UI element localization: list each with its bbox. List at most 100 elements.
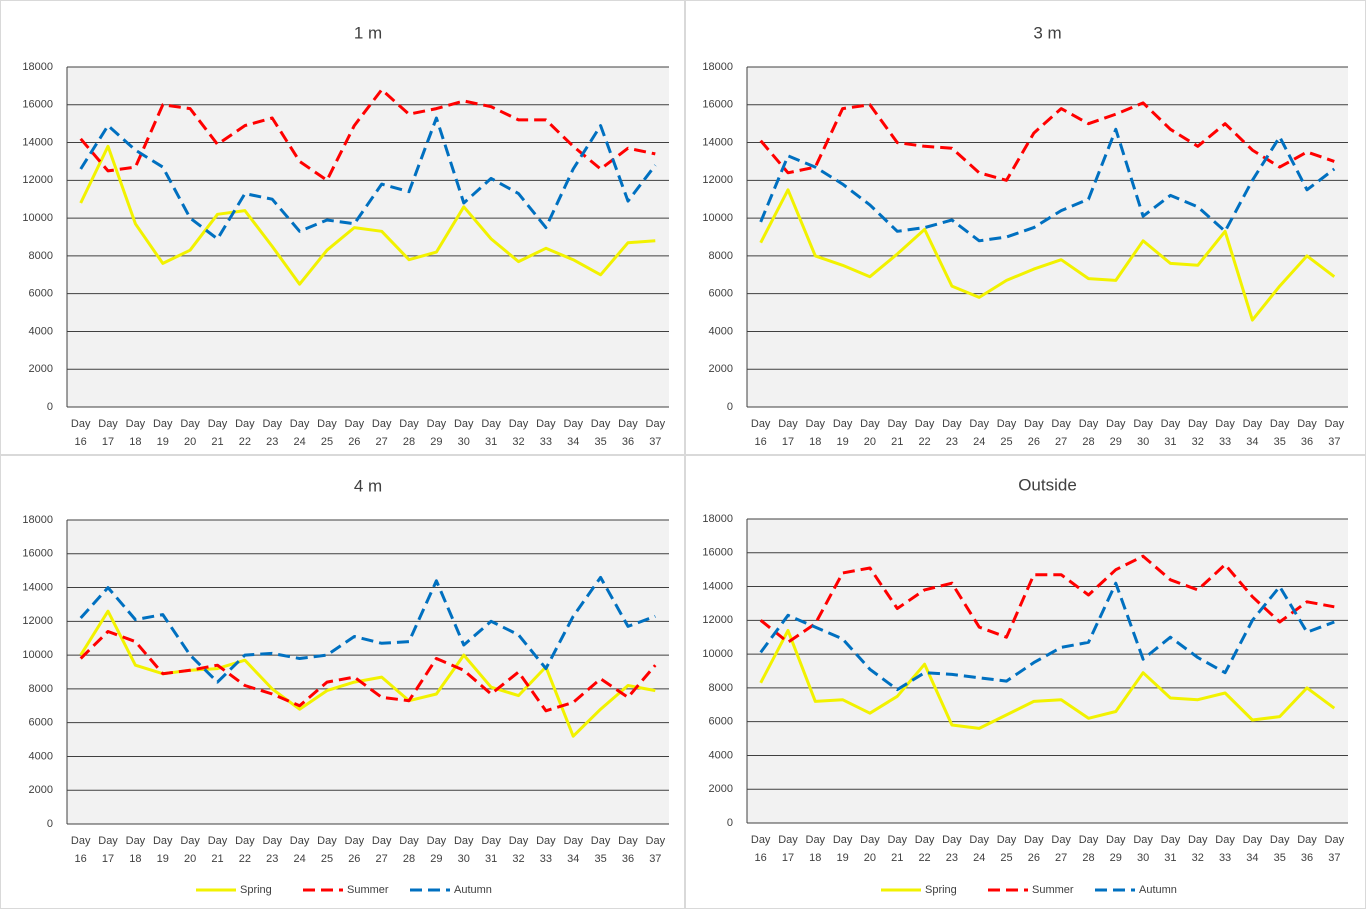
y-tick-label: 12000 [22,615,53,627]
x-tick-label: Day 36 [1297,418,1317,448]
series-line [759,127,1336,243]
x-tick-label: Day 34 [563,418,583,448]
x-tick-label: Day 24 [969,418,989,448]
x-tick-label: Day 29 [426,835,447,865]
legend-label: Summer [347,884,389,896]
x-tick-label: Day 34 [563,835,583,865]
x-tick-label: Day 32 [508,835,529,865]
x-tick-label: Day 17 [98,418,118,448]
x-tick-label: Day 34 [1242,834,1263,864]
series-line [79,116,657,241]
legend-label: Autumn [1139,884,1177,896]
x-tick-label: Day 27 [1051,834,1071,864]
x-tick-label: Day 28 [1078,418,1099,448]
x-tick-label: Day 20 [860,418,880,448]
y-tick-label: 2000 [29,363,53,375]
series-line [759,629,1336,730]
y-tick-label: 8000 [29,683,53,695]
x-tick-label: Day 26 [344,835,365,865]
y-tick-label: 6000 [709,288,733,300]
y-tick-label: 4000 [29,325,53,337]
x-tick-label: Day 28 [399,835,419,865]
series-line [759,188,1336,322]
x-tick-label: Day 18 [805,834,826,864]
plot-area [747,519,1348,823]
x-tick-label: Day 30 [1133,834,1153,864]
series-line [79,609,656,738]
x-tick-label: Day 22 [914,834,935,864]
series-line [79,575,656,684]
series-line [759,101,1335,182]
x-tick-label: Day 30 [453,835,474,865]
x-tick-label: Day 33 [536,418,556,448]
legend-label: Spring [240,884,272,896]
x-tick-label: Day 23 [262,418,282,448]
y-tick-label: 0 [47,818,53,830]
y-tick-label: 14000 [22,136,53,148]
y-tick-label: 16000 [702,547,733,559]
y-tick-label: 18000 [702,513,733,525]
x-tick-label: Day 26 [344,418,365,448]
x-tick-label: Day 32 [1187,834,1208,864]
x-tick-label: Day 17 [98,835,118,865]
y-tick-label: 18000 [702,61,733,73]
x-tick-label: Day 28 [1078,834,1099,864]
x-tick-label: Day 29 [426,418,447,448]
x-tick-label: Day 37 [1324,834,1345,864]
x-tick-label: Day 16 [70,418,91,448]
series-line [759,581,1335,692]
chart-title: 1 m [354,23,382,42]
plot-area [67,67,669,407]
chart-panel: 4 m 0 2000 4000 6000 8000 10000 12000 14000 16000… [0,455,685,909]
y-tick-label: 18000 [22,61,53,73]
x-tick-label: Day 18 [125,418,146,448]
x-tick-label: Day 31 [481,418,501,448]
x-tick-label: Day 25 [317,418,337,448]
chart-title: 4 m [354,476,382,495]
x-tick-label: Day 29 [1106,418,1126,448]
x-tick-label: Day 34 [1242,418,1263,448]
x-tick-label: Day 30 [453,418,474,448]
y-tick-label: 0 [727,401,733,413]
x-tick-label: Day 36 [618,835,638,865]
x-tick-label: Day 17 [778,834,798,864]
x-tick-label: Day 19 [832,418,853,448]
x-tick-label: Day 28 [399,418,419,448]
x-tick-label: Day 25 [996,418,1017,448]
chart: 4 m 0 2000 4000 6000 8000 10000 12000 14000 16000… [22,476,669,896]
x-tick-label: Day 26 [1024,834,1044,864]
x-tick-label: Day 27 [371,418,392,448]
chart: 3 m 0 2000 4000 6000 8000 10000 12000 14000 16000… [702,23,1348,413]
x-tick-label: Day 20 [180,835,200,865]
y-tick-label: 12000 [702,614,733,626]
y-tick-label: 10000 [702,648,733,660]
x-tick-label: Day 33 [1215,418,1235,448]
y-tick-label: 14000 [22,581,53,593]
x-tick-label: Day 27 [371,835,392,865]
x-tick-label: Day 21 [207,835,228,865]
y-tick-label: 2000 [709,363,733,375]
y-tick-label: 8000 [709,250,733,262]
y-tick-label: 16000 [702,99,733,111]
x-tick-label: Day 32 [1187,418,1208,448]
y-tick-label: 10000 [22,212,53,224]
y-tick-label: 0 [727,817,733,829]
x-tick-label: Day 18 [805,418,826,448]
x-tick-label: Day 22 [235,835,255,865]
x-tick-label: Day 35 [1269,834,1290,864]
y-tick-label: 12000 [702,174,733,186]
x-tick-label: Day 25 [996,834,1017,864]
x-tick-label: Day 31 [1160,834,1181,864]
x-tick-label: Day 16 [750,418,771,448]
y-tick-label: 0 [47,401,53,413]
y-tick-label: 6000 [709,716,733,728]
x-tick-label: Day 19 [152,835,173,865]
y-tick-label: 14000 [702,580,733,592]
x-tick-label: Day 35 [590,418,611,448]
x-tick-label: Day 24 [969,834,989,864]
x-tick-label: Day 20 [860,834,880,864]
chart-panel: 1 m 0 2000 4000 6000 8000 10000 12000 14000 16000… [0,0,685,455]
y-tick-label: 4000 [709,325,733,337]
chart-panel: 3 m 0 2000 4000 6000 8000 10000 12000 14000 16000… [685,0,1366,455]
